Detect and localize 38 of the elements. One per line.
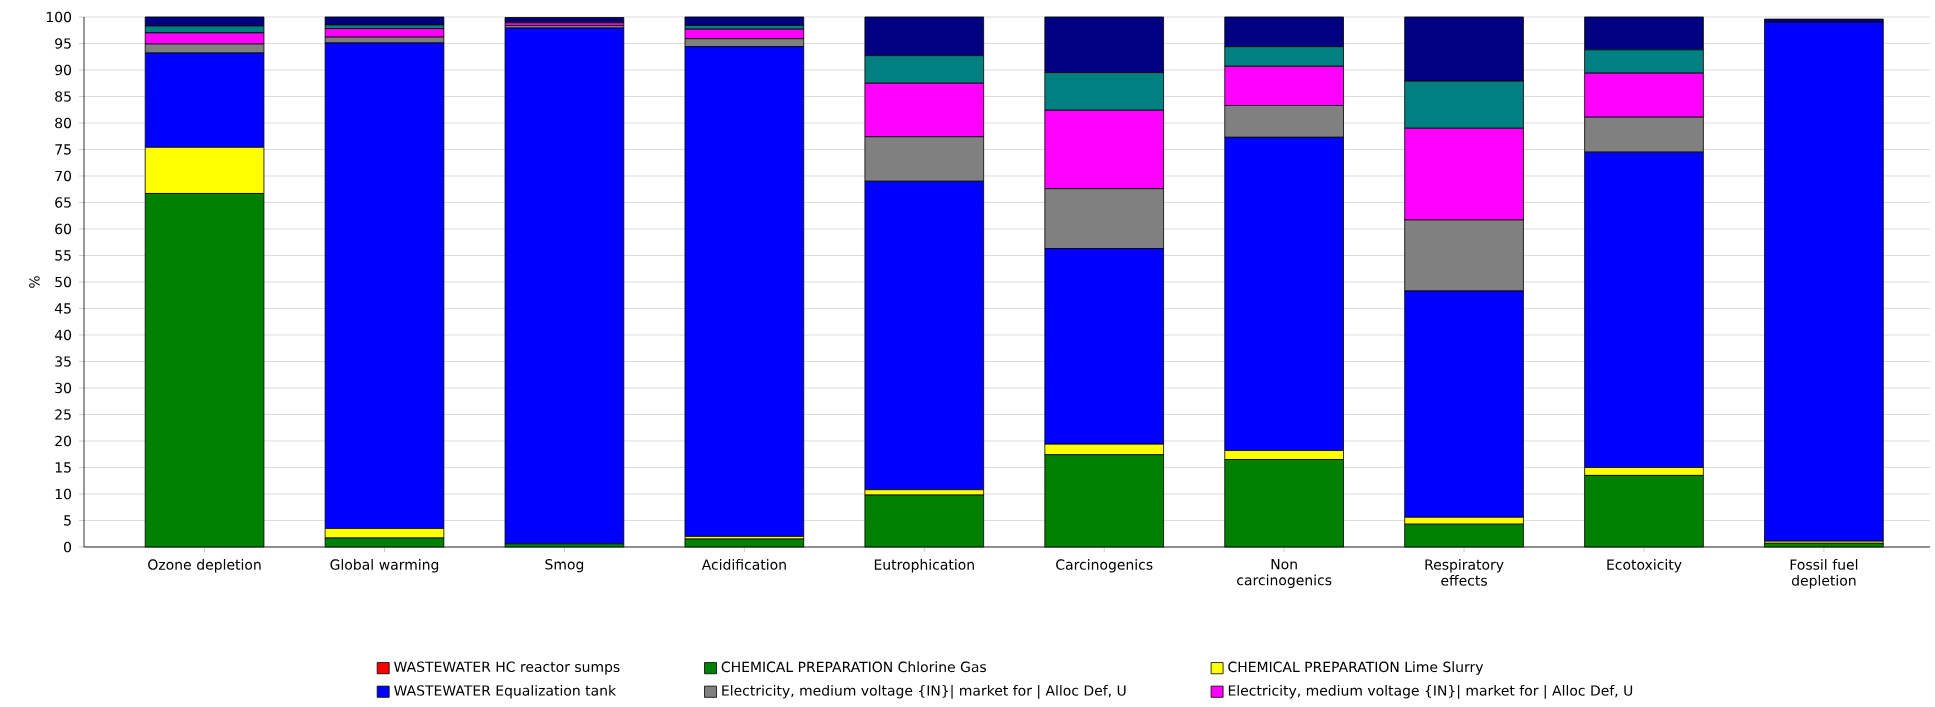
y-tick-label: 95	[55, 38, 71, 49]
x-tick-label: Smog	[545, 559, 584, 573]
y-tick-label: 75	[55, 144, 71, 155]
y-tick-label: 90	[55, 64, 72, 76]
y-tick-label: 50	[55, 276, 72, 288]
y-tick-label: 20	[55, 435, 72, 447]
x-tick-label: Ecotoxicity	[1607, 559, 1682, 573]
y-tick-label: 25	[55, 409, 71, 420]
x-tick-label: Ozone depletion	[148, 559, 261, 573]
x-tick-label: Global warming	[330, 559, 439, 573]
y-tick-label: 70	[55, 170, 72, 182]
y-tick-label: 30	[55, 382, 72, 394]
x-tick-label: Eutrophication	[874, 559, 974, 573]
y-axis-title: %	[29, 276, 40, 289]
y-tick-label: 65	[55, 197, 71, 208]
legend-label: CHEMICAL PREPARATION Chlorine Gas	[721, 661, 987, 673]
x-tick-label: Respiratory effects	[1425, 559, 1504, 586]
y-tick-label: 55	[55, 250, 71, 261]
x-tick-label: Fossil fuel depletion	[1790, 559, 1858, 589]
x-tick-label: Carcinogenics	[1056, 559, 1153, 573]
y-tick-label: 15	[55, 462, 71, 473]
legend-label: WASTEWATER HC reactor sumps	[394, 661, 620, 675]
y-tick-label: 35	[55, 356, 71, 367]
y-tick-label: 0	[64, 541, 72, 553]
legend-label: Electricity, medium voltage {IN}| market for | Alloc Def, U	[1228, 685, 1633, 700]
y-tick-label: 10	[55, 488, 72, 500]
y-tick-label: 5	[64, 515, 71, 526]
y-tick-label: 40	[54, 329, 72, 341]
y-tick-label: 60	[55, 223, 72, 235]
y-tick-label: 100	[46, 11, 72, 23]
y-tick-label: 85	[55, 91, 71, 102]
legend-label: Electricity, medium voltage {IN}| market for | Alloc Def, U	[722, 685, 1126, 700]
y-tick-label: 45	[54, 303, 71, 314]
x-tick-label: Non carcinogenics	[1237, 559, 1332, 589]
y-tick-label: 80	[55, 117, 72, 129]
x-tick-label: Acidification	[701, 559, 786, 571]
legend-label: WASTEWATER Equalization tank	[394, 685, 617, 699]
legend-label: CHEMICAL PREPARATION Lime Slurry	[1228, 661, 1484, 676]
